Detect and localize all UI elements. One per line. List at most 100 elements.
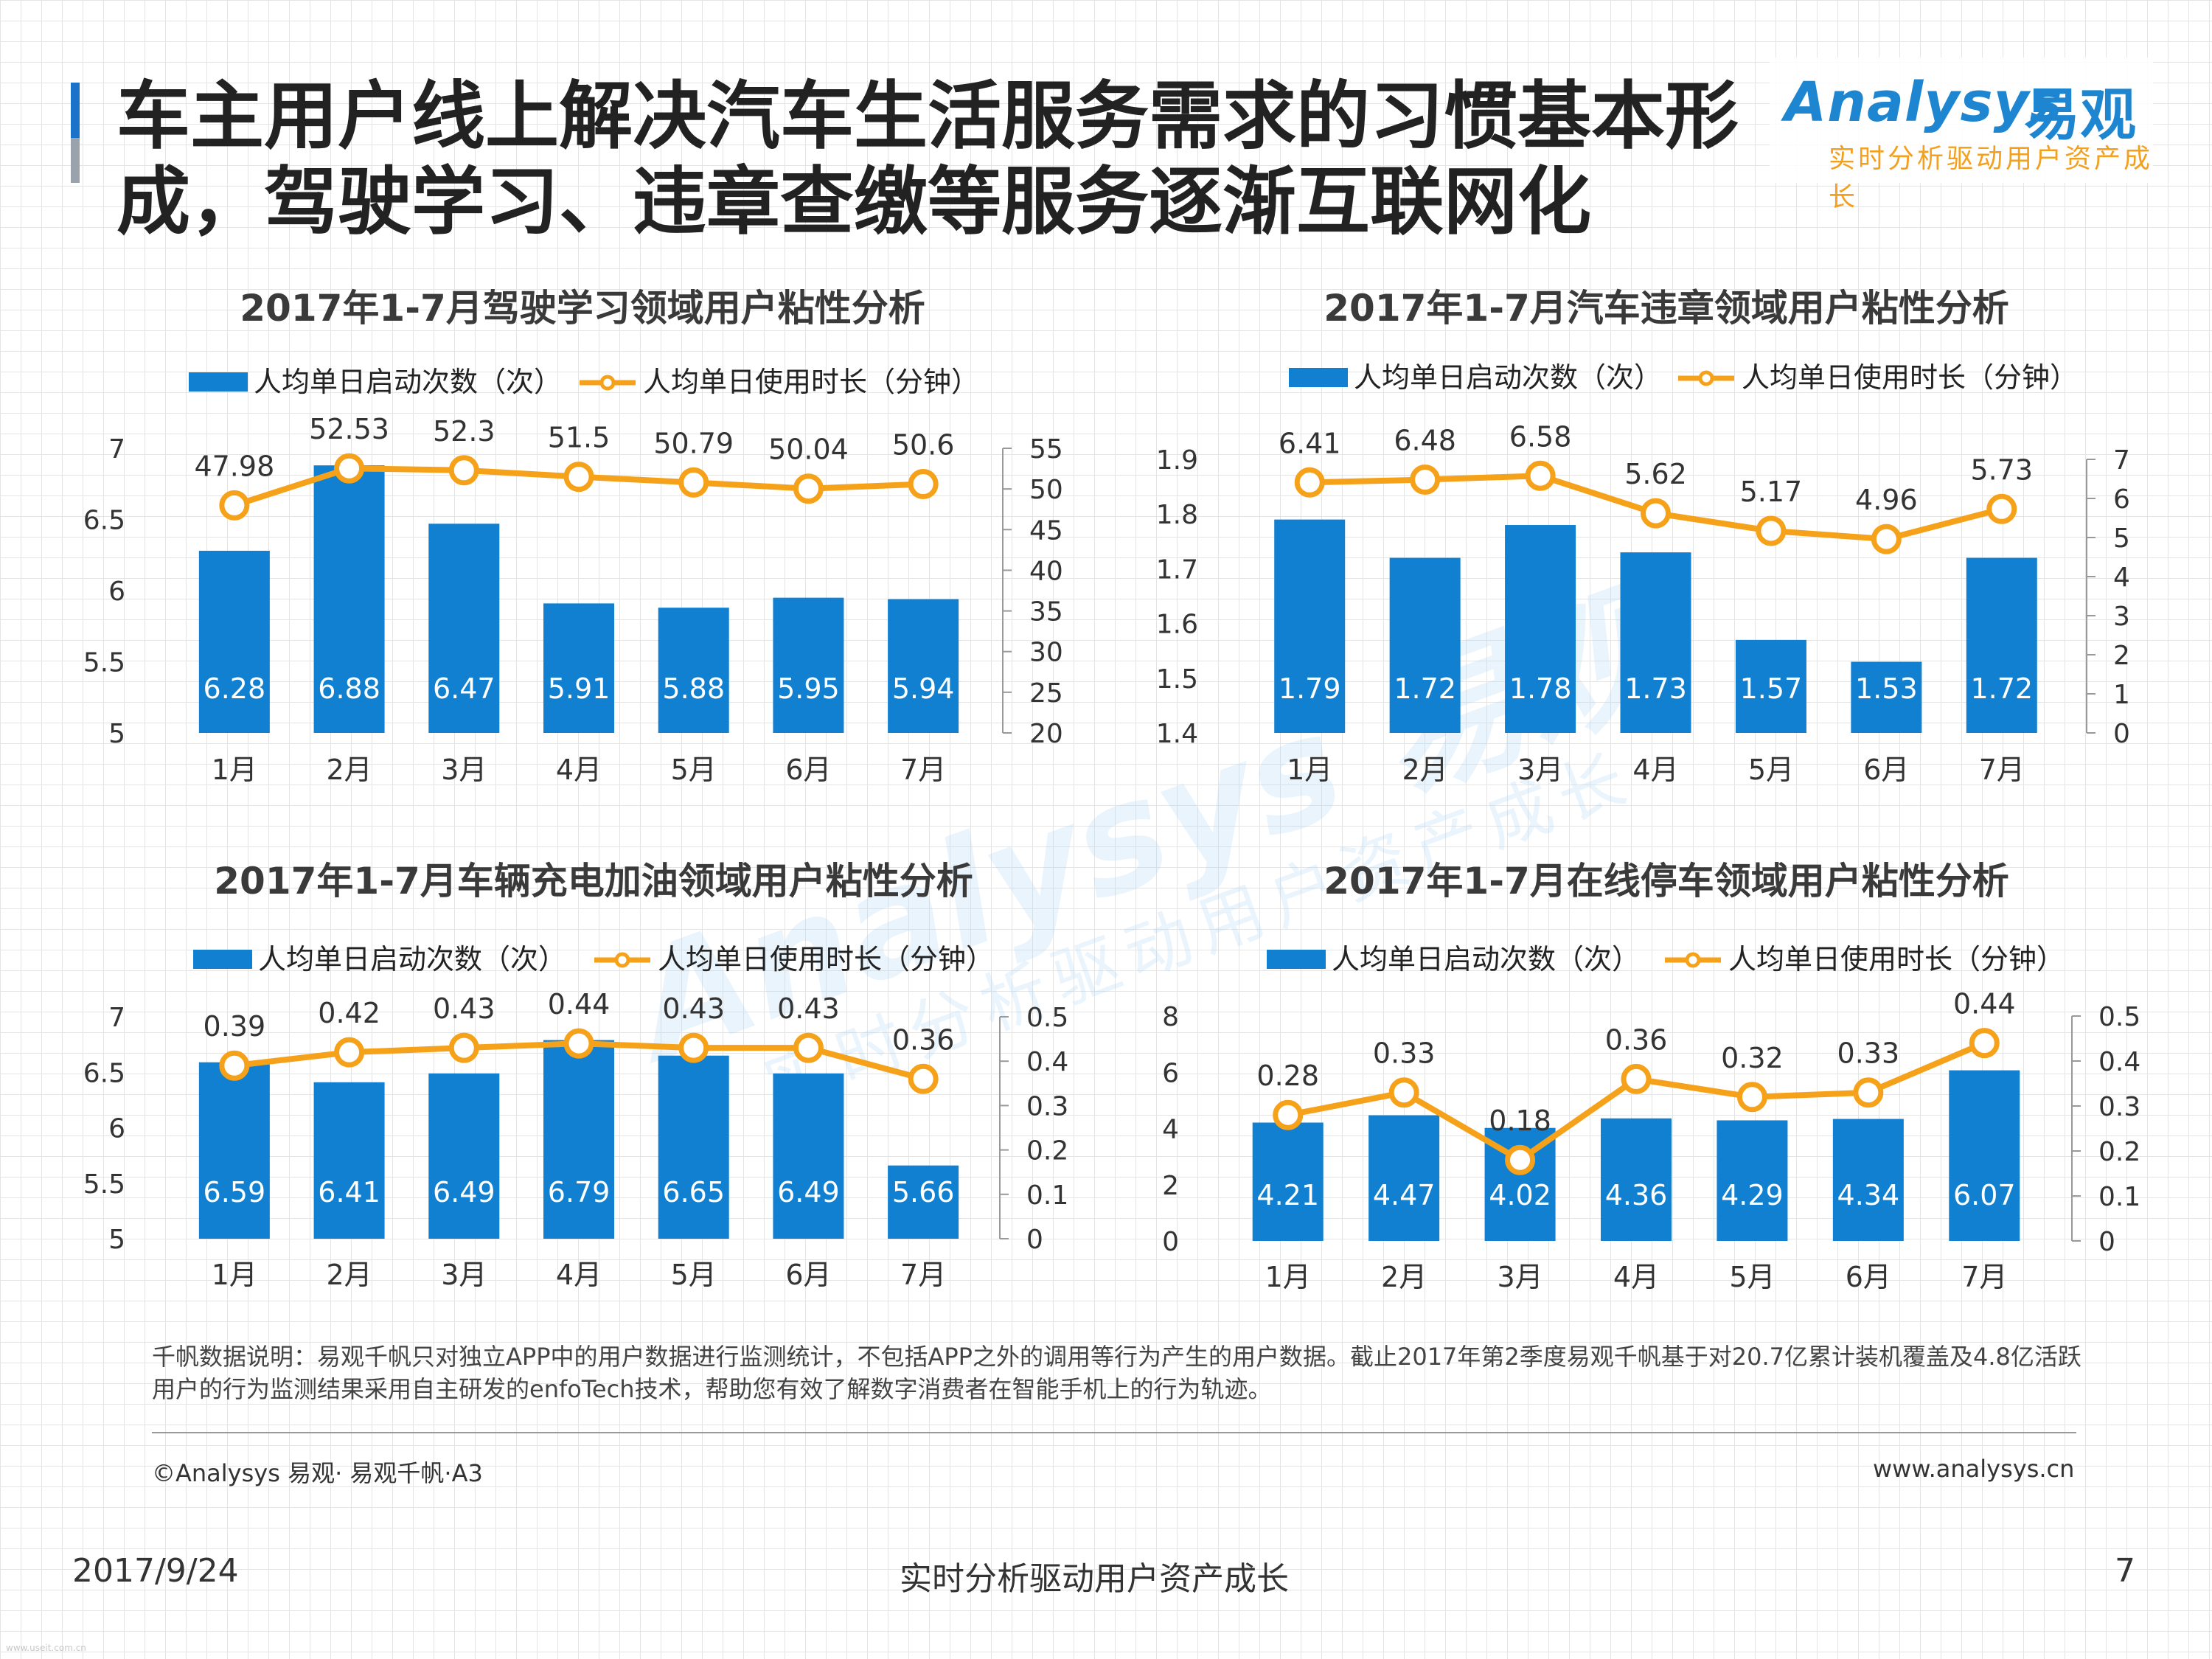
category-label: 1月 [212, 1259, 257, 1291]
line-value-label: 5.17 [1740, 476, 1803, 508]
chart-1-title: 2017年1-7月驾驶学习领域用户粘性分析 [240, 287, 925, 330]
left-axis-tick: 5.5 [83, 648, 125, 678]
line-point [1756, 515, 1787, 546]
bar [773, 597, 844, 733]
bar-value-label: 6.88 [318, 672, 380, 705]
legend-line-label: 人均单日使用时长（分钟） [1742, 361, 2078, 394]
line-value-label: 0.18 [1489, 1105, 1551, 1137]
bar-value-label: 6.49 [777, 1176, 840, 1208]
logo-slogan: 实时分析驱动用户资产成长 [1829, 144, 2154, 212]
line-point [908, 1063, 939, 1094]
right-axis-tick: 35 [1029, 597, 1063, 627]
line-point [1986, 493, 2017, 524]
copyright: ©Analysys 易观· 易观千帆·A3 [152, 1459, 483, 1487]
right-axis-tick: 0.5 [1026, 1003, 1068, 1033]
line-point [1853, 1077, 1884, 1108]
line-point [678, 1032, 709, 1063]
category-label: 3月 [441, 1259, 487, 1291]
left-axis-tick: 0 [1162, 1227, 1179, 1257]
bar-value-label: 5.95 [777, 672, 840, 705]
right-axis-tick: 0.3 [2098, 1092, 2140, 1122]
legend-line-label: 人均单日使用时长（分钟） [1728, 943, 2065, 975]
bar [543, 603, 614, 733]
date: 2017/9/24 [72, 1552, 239, 1590]
category-label: 5月 [671, 754, 717, 786]
category-label: 4月 [556, 1259, 602, 1291]
chart-3-title: 2017年1-7月车辆充电加油领域用户粘性分析 [214, 860, 973, 902]
bar-value-label: 1.72 [1970, 672, 2033, 705]
bar [1949, 1070, 2020, 1241]
category-label: 4月 [556, 754, 602, 786]
bar [198, 550, 270, 733]
right-axis-tick: 20 [1029, 719, 1063, 749]
left-axis-tick: 1.9 [1156, 445, 1198, 476]
bar [428, 1073, 500, 1239]
data-note: 千帆数据说明：易观千帆只对独立APP中的用户数据进行监测统计，不包括APP之外的… [152, 1343, 2081, 1403]
website-link[interactable]: www.analysys.cn [1873, 1455, 2075, 1483]
legend-line-marker [614, 952, 630, 968]
legend-line-marker [1685, 952, 1701, 968]
line-value-label: 50.79 [653, 427, 734, 459]
bar-value-label: 1.72 [1394, 672, 1456, 705]
bar [313, 465, 385, 733]
legend-bar-swatch [193, 950, 252, 969]
line-point [448, 455, 479, 486]
legend-bar-swatch [1267, 950, 1326, 969]
right-axis-tick: 0 [2098, 1227, 2115, 1257]
right-axis-tick: 0 [2113, 719, 2130, 749]
line-point [1410, 465, 1441, 495]
bar [888, 1165, 959, 1239]
left-axis-tick: 1.6 [1156, 610, 1198, 640]
category-label: 6月 [1863, 754, 1909, 786]
title-accent-bar [71, 83, 80, 183]
line-point [1641, 498, 1671, 529]
left-axis-tick: 7 [108, 1003, 125, 1033]
line-point [1505, 1144, 1536, 1175]
bar-value-label: 6.65 [662, 1176, 725, 1208]
bar-value-label: 4.36 [1605, 1179, 1668, 1211]
bar-value-label: 6.28 [204, 672, 266, 705]
right-axis-tick: 25 [1029, 678, 1063, 709]
bar [1851, 661, 1922, 733]
category-label: 7月 [900, 1259, 946, 1291]
left-axis-tick: 1.7 [1156, 554, 1198, 585]
right-axis-tick: 0.1 [1026, 1180, 1068, 1211]
bar-value-label: 6.79 [548, 1176, 611, 1208]
line-point [1388, 1077, 1419, 1108]
bar-value-label: 1.73 [1624, 672, 1687, 705]
legend-line-marker [1698, 370, 1714, 386]
category-label: 2月 [1381, 1261, 1427, 1293]
line-value-label: 50.04 [768, 434, 849, 466]
legend-line-label: 人均单日使用时长（分钟） [643, 366, 979, 398]
bar-value-label: 5.88 [662, 672, 725, 705]
line-point [1871, 524, 1902, 554]
bar-value-label: 1.79 [1279, 672, 1341, 705]
left-axis-tick: 1.8 [1156, 500, 1198, 530]
right-axis-tick: 30 [1029, 638, 1063, 668]
bar [1601, 1118, 1672, 1241]
category-label: 1月 [1265, 1261, 1311, 1293]
right-axis-tick: 0.4 [1026, 1047, 1068, 1077]
bar-value-label: 4.34 [1837, 1179, 1900, 1211]
right-axis-tick: 45 [1029, 515, 1063, 546]
right-axis-tick: 0.2 [1026, 1136, 1068, 1166]
line-value-label: 0.36 [892, 1023, 955, 1056]
line-point [1736, 1082, 1767, 1113]
bar [428, 524, 500, 733]
right-axis-tick: 0.2 [2098, 1137, 2140, 1167]
category-label: 6月 [1846, 1261, 1891, 1293]
left-axis-tick: 1.4 [1156, 719, 1198, 749]
bar-value-label: 5.66 [892, 1176, 955, 1208]
bar [1620, 552, 1691, 733]
bar-value-label: 6.59 [204, 1176, 266, 1208]
bar-value-label: 6.47 [433, 672, 495, 705]
line-value-label: 52.53 [309, 413, 389, 445]
bar-value-label: 1.53 [1855, 672, 1918, 705]
right-axis-tick: 7 [2113, 445, 2130, 476]
logo-chinese: 易观 [2024, 82, 2136, 147]
legend-bar-label: 人均单日启动次数（次） [254, 366, 562, 398]
